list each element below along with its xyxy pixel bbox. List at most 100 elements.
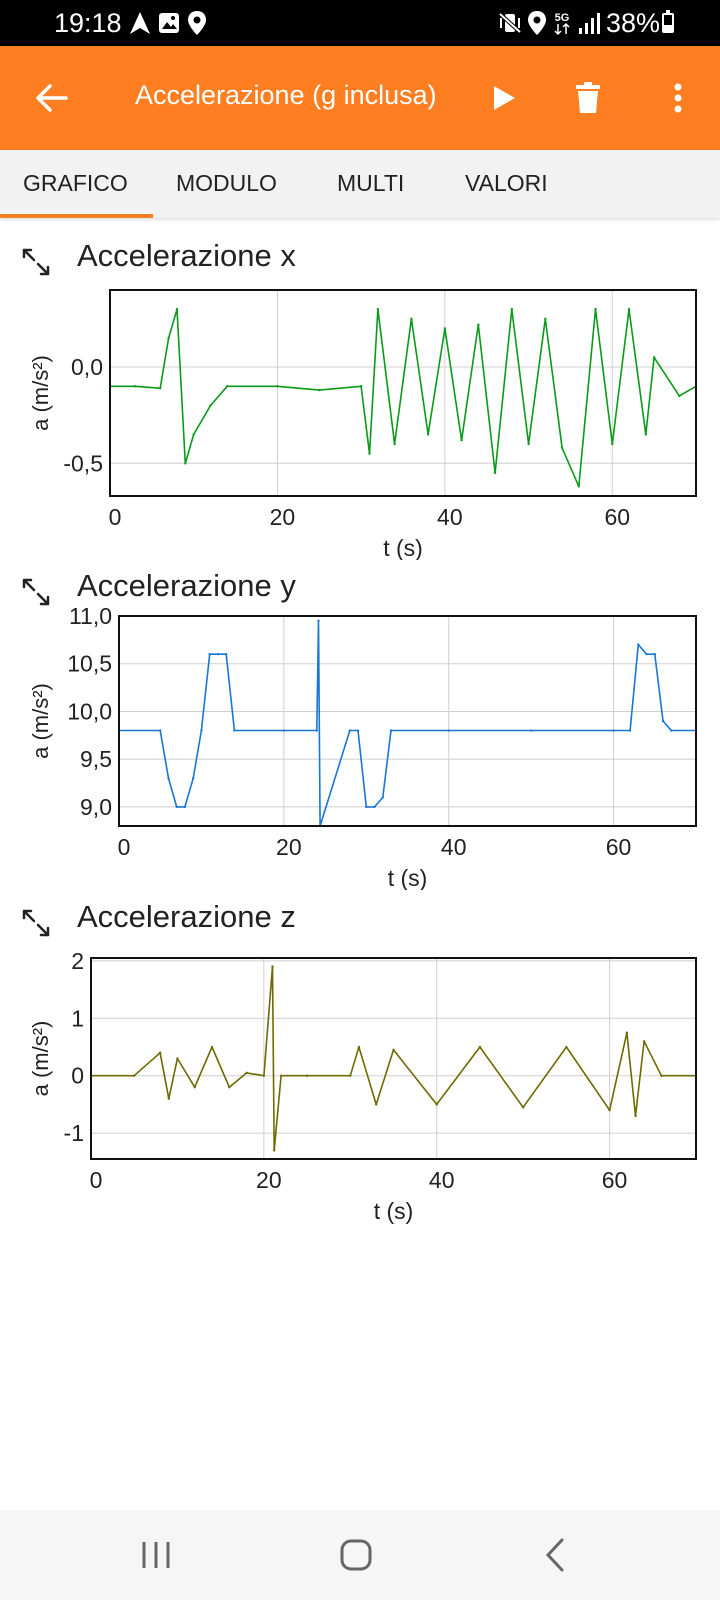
expand-icon[interactable] [20,576,52,608]
data-point [167,336,170,340]
y-tick-label: 2 [71,948,84,974]
x-tick-label: 20 [270,504,296,530]
y-tick-label: 11,0 [69,603,112,629]
data-point [670,729,673,732]
navigation-icon [130,12,150,34]
svg-text:5G: 5G [555,12,570,24]
x-axis-label: t (s) [383,535,423,560]
active-tab-indicator [0,214,153,218]
play-icon[interactable] [482,76,526,120]
trash-icon[interactable] [566,76,610,120]
data-point [410,317,413,321]
status-right: 5G 38% [498,8,660,38]
nav-bar [0,1510,720,1600]
data-point [224,652,228,656]
home-icon[interactable] [326,1532,386,1578]
data-point [653,652,656,656]
page-title: Accelerazione (g inclusa) [135,80,437,110]
recent-apps-icon[interactable] [126,1532,186,1578]
tab-modulo[interactable]: MODULO [176,170,277,196]
data-point [167,1097,170,1100]
data-point [642,1040,646,1043]
data-point [176,1057,179,1060]
data-point [521,1106,525,1109]
data-point [158,1051,162,1054]
data-point [510,308,514,311]
data-point [228,1086,231,1089]
data-point [625,1031,629,1034]
series-line [110,308,696,488]
plot-frame [109,289,697,497]
data-point [271,965,274,968]
data-point [167,777,170,780]
x-tick-label: 0 [90,1167,103,1193]
data-point [435,1103,438,1106]
data-point [375,1103,378,1106]
series-line [119,619,696,826]
data-point [262,1074,266,1077]
y-axis-label: a (m/s²) [28,1021,53,1097]
chart-plot-x[interactable]: 0 20 40 60 0,0 -0,5 t (s) a (m/s²) [0,230,720,560]
battery-icon [662,10,674,33]
data-point [349,1074,352,1077]
data-point [276,385,279,388]
chart-title: Accelerazione z [77,899,296,934]
y-tick-label: 1 [71,1005,84,1031]
data-point [634,1114,637,1118]
chart-accelerazione-x: Accelerazione x 0 20 40 60 0,0 -0,5 t (s) a (m/… [0,230,720,560]
tab-valori[interactable]: VALORI [465,170,548,196]
location-icon [188,11,206,35]
data-point [373,805,376,809]
x-tick-label: 60 [606,834,632,860]
status-bar: 19:18 5G 38% [0,0,720,46]
y-tick-label: 0,0 [71,354,103,380]
data-point [318,388,321,392]
data-point [608,1108,611,1112]
tab-multi[interactable]: MULTI [337,170,405,196]
x-tick-label: 20 [276,834,302,860]
data-point [628,729,632,732]
x-tick-label: 40 [437,504,463,530]
data-point [577,485,580,488]
data-point [317,619,320,622]
y-axis-label: a (m/s²) [28,683,53,759]
data-point [376,308,380,311]
more-vertical-icon[interactable] [656,76,700,120]
expand-icon[interactable] [20,907,52,939]
expand-icon[interactable] [20,246,52,278]
data-point [389,729,393,732]
data-point [627,308,631,311]
plot-frame [90,957,697,1160]
data-point [644,433,647,436]
data-point [477,323,480,326]
x-tick-label: 40 [441,834,467,860]
x-tick-label: 0 [109,504,122,530]
data-point [133,385,137,388]
x-tick-label: 20 [256,1167,282,1193]
data-point [226,385,229,388]
data-point [175,805,178,809]
plot-frame [118,615,697,827]
series-line [91,965,696,1152]
data-point [315,729,319,732]
y-tick-label: -0,5 [63,450,103,476]
signal-icon [578,13,600,34]
back-arrow-icon[interactable] [30,76,74,120]
data-point [443,327,447,330]
data-point [233,729,236,732]
x-axis-label: t (s) [388,865,428,890]
back-icon[interactable] [526,1532,586,1578]
data-point [348,729,351,732]
data-point [660,1074,663,1077]
data-point [305,1074,309,1077]
data-point [565,1045,568,1049]
tab-grafico[interactable]: GRAFICO [23,170,128,196]
data-point [447,729,450,732]
data-point [159,729,162,732]
status-left-icons [130,10,206,36]
chart-plot-y[interactable]: 0 20 40 60 11,0 10,5 10,0 9,5 9,0 t (s) a (m/s²) [0,560,720,890]
status-time: 19:18 [54,8,122,38]
data-point [493,471,497,475]
data-point [392,1048,395,1052]
